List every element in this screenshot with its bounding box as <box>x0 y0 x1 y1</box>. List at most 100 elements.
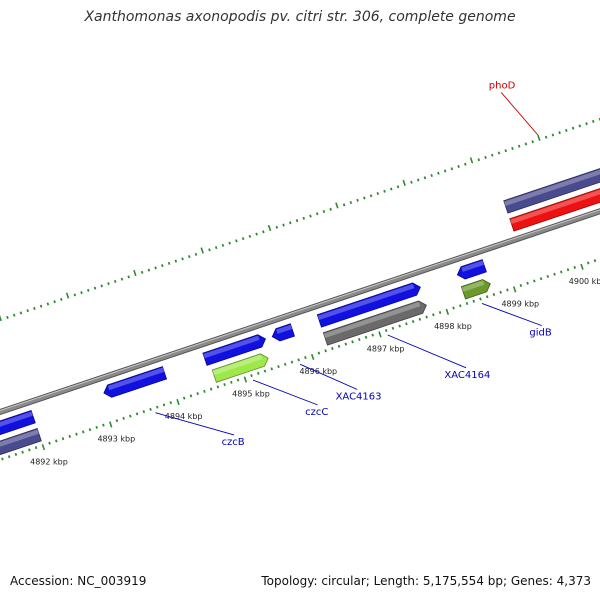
minor-tick <box>369 194 373 198</box>
minor-tick <box>430 173 433 178</box>
gene-labels: czcBczcCXAC4163XAC4164gidBhetIphoDXAC416… <box>155 80 552 448</box>
major-tick <box>445 308 450 315</box>
minor-tick <box>34 446 38 450</box>
gene-label-XAC4164: XAC4164 <box>444 370 490 381</box>
minor-tick <box>93 286 97 290</box>
minor-tick <box>443 169 447 173</box>
minor-tick <box>524 142 528 146</box>
leader-czcB <box>155 412 235 436</box>
minor-tick <box>484 155 487 160</box>
minor-tick <box>342 203 346 207</box>
minor-tick <box>351 340 354 344</box>
minor-tick <box>358 338 361 342</box>
minor-tick <box>248 234 252 238</box>
minor-tick <box>181 257 184 261</box>
minor-tick <box>174 259 178 263</box>
minor-tick <box>511 146 514 150</box>
minor-tick <box>290 360 294 364</box>
minor-tick <box>60 297 63 301</box>
scale-label-4897: 4897 kbp <box>367 345 405 354</box>
minor-tick <box>317 351 321 355</box>
minor-tick <box>364 335 368 339</box>
gene-arrow-7 <box>322 300 427 346</box>
minor-tick <box>209 387 213 391</box>
tick-rings <box>0 117 600 461</box>
minor-tick <box>585 122 588 126</box>
minor-tick <box>46 302 50 306</box>
gene-arrow-shine-11 <box>504 169 600 206</box>
backbone-line <box>0 209 600 415</box>
major-tick <box>65 292 70 299</box>
minor-tick <box>235 239 238 243</box>
minor-tick <box>302 216 306 220</box>
genome-title: Xanthomonas axonopodis pv. citri str. 30… <box>84 9 516 25</box>
minor-tick <box>147 268 151 272</box>
minor-tick <box>129 414 132 418</box>
minor-tick <box>221 243 225 247</box>
major-tick <box>41 443 46 451</box>
topology-summary: Topology: circular; Length: 5,175,554 bp… <box>261 574 591 588</box>
gene-arrow-shine-4 <box>212 354 263 376</box>
minor-tick <box>560 270 563 274</box>
minor-tick <box>566 268 570 272</box>
minor-tick <box>81 430 85 434</box>
minor-tick <box>228 241 231 245</box>
minor-tick <box>546 274 550 278</box>
gene-arrow-11 <box>503 168 600 214</box>
minor-tick <box>154 266 157 270</box>
scale-tick-labels: 4892 kbp 4893 kbp 4894 kbp 4895 kbp 4896 kbp… <box>30 277 600 466</box>
minor-tick <box>208 248 211 252</box>
major-tick <box>267 224 272 232</box>
minor-tick <box>438 311 442 315</box>
minor-tick <box>26 309 29 313</box>
minor-tick <box>410 180 413 184</box>
leader-XAC4163 <box>299 363 358 390</box>
minor-tick <box>416 178 420 182</box>
minor-tick <box>73 293 77 297</box>
minor-tick <box>270 367 274 371</box>
minor-tick <box>551 133 555 137</box>
leader-phoD <box>500 92 539 136</box>
minor-tick <box>223 383 226 387</box>
minor-tick <box>565 128 568 132</box>
minor-tick <box>95 425 98 429</box>
minor-tick <box>452 306 455 310</box>
minor-tick <box>533 279 536 283</box>
minor-tick <box>156 405 159 409</box>
accession-text: Accession: NC_003919 <box>10 574 147 588</box>
minor-tick <box>167 261 171 265</box>
minor-tick <box>161 264 164 268</box>
major-tick <box>335 202 339 209</box>
minor-tick <box>277 365 280 369</box>
minor-tick <box>255 232 258 236</box>
major-tick <box>469 157 474 164</box>
minor-tick <box>203 389 206 393</box>
gene-arrow-shine-0 <box>0 411 33 427</box>
gene-label-XAC4163: XAC4163 <box>336 391 382 402</box>
minor-tick <box>398 324 401 328</box>
minor-tick <box>309 214 312 218</box>
minor-tick <box>544 135 548 139</box>
scale-label-4895: 4895 kbp <box>232 390 270 399</box>
minor-tick <box>492 292 496 297</box>
minor-tick <box>297 358 300 362</box>
minor-tick <box>396 185 400 189</box>
gene-arrow-shine-8 <box>461 260 485 272</box>
minor-tick <box>48 441 51 445</box>
minor-tick <box>189 394 193 398</box>
minor-tick <box>135 412 139 416</box>
major-tick <box>512 286 517 293</box>
minor-tick <box>506 288 509 292</box>
minor-tick <box>593 259 597 263</box>
minor-tick <box>485 295 489 299</box>
minor-tick <box>115 419 119 423</box>
minor-tick <box>329 207 332 211</box>
gene-arrow-6 <box>316 282 421 328</box>
minor-tick <box>120 277 124 281</box>
scale-label-4892: 4892 kbp <box>30 457 68 466</box>
minor-tick <box>188 255 191 259</box>
minor-tick <box>162 403 166 407</box>
minor-tick <box>479 297 482 301</box>
minor-tick <box>196 392 199 396</box>
minor-tick <box>384 329 388 333</box>
